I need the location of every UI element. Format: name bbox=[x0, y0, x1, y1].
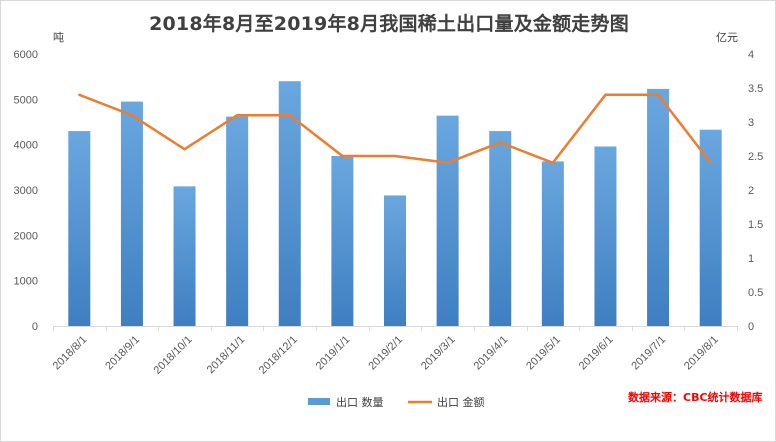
bar bbox=[594, 146, 617, 326]
x-axis-tick-label: 2019/3/1 bbox=[419, 334, 458, 373]
y-axis-tick-label: 2000 bbox=[14, 230, 38, 242]
y2-axis-tick-label: 3 bbox=[748, 117, 754, 129]
source-note: 数据来源：CBC统计数据库 bbox=[628, 391, 763, 404]
y-axis-tick-label: 4000 bbox=[14, 140, 38, 152]
line-point bbox=[499, 141, 502, 144]
bar bbox=[120, 101, 143, 326]
x-axis-tick-label: 2018/11/1 bbox=[205, 334, 248, 377]
x-axis-tick-label: 2019/2/1 bbox=[366, 334, 405, 373]
bar bbox=[436, 115, 459, 326]
x-axis-tick-label: 2019/5/1 bbox=[524, 334, 563, 373]
x-axis-tick-label: 2019/8/1 bbox=[682, 334, 721, 373]
line-point bbox=[656, 93, 660, 97]
y2-axis-tick-label: 2 bbox=[748, 185, 754, 197]
y-axis-tick-label: 6000 bbox=[14, 49, 38, 61]
y2-axis-tick-label: 3.5 bbox=[748, 83, 763, 95]
line-point bbox=[235, 114, 239, 117]
x-axis-tick-label: 2018/9/1 bbox=[103, 334, 142, 373]
legend-swatch-quantity bbox=[308, 398, 330, 405]
bar bbox=[647, 88, 670, 326]
bar bbox=[68, 131, 91, 326]
bar bbox=[278, 81, 301, 326]
y-axis-tick-label: 0 bbox=[32, 321, 38, 333]
bar bbox=[699, 129, 722, 326]
y-axis-tick-label: 5000 bbox=[14, 94, 38, 106]
y2-axis-tick-label: 4 bbox=[748, 49, 754, 61]
line-point bbox=[709, 161, 712, 164]
y2-axis-tick-label: 0 bbox=[748, 321, 754, 333]
y-axis-tick-label: 3000 bbox=[14, 185, 38, 197]
bar bbox=[331, 156, 354, 326]
line-point bbox=[288, 114, 291, 117]
x-axis-tick-label: 2019/7/1 bbox=[629, 334, 668, 373]
legend-label-amount: 出口 金额 bbox=[437, 395, 485, 409]
left-axis-unit: 吨 bbox=[53, 31, 64, 44]
legend-label-quantity: 出口 数量 bbox=[336, 395, 384, 409]
bar bbox=[541, 161, 564, 326]
line-point bbox=[78, 93, 81, 97]
y-axis-tick-label: 1000 bbox=[14, 276, 38, 288]
bar bbox=[489, 131, 512, 326]
line-point bbox=[446, 161, 449, 164]
line-point bbox=[130, 114, 134, 117]
bar bbox=[384, 195, 406, 326]
x-axis-tick-label: 2019/1/1 bbox=[314, 334, 353, 373]
line-point bbox=[604, 93, 607, 97]
line-point bbox=[393, 154, 397, 158]
y2-axis-tick-label: 2.5 bbox=[748, 151, 763, 163]
bar bbox=[173, 186, 196, 326]
line-point bbox=[551, 161, 555, 164]
x-axis-tick-label: 2019/6/1 bbox=[577, 334, 616, 373]
x-axis-tick-label: 2018/10/1 bbox=[152, 334, 195, 377]
x-axis-tick-label: 2018/8/1 bbox=[51, 334, 90, 373]
bar bbox=[226, 116, 249, 326]
right-axis-unit: 亿元 bbox=[716, 31, 738, 44]
line-point bbox=[183, 148, 186, 151]
x-axis-tick-label: 2018/12/1 bbox=[257, 334, 300, 377]
line-point bbox=[341, 154, 344, 158]
y2-axis-tick-label: 1 bbox=[748, 253, 754, 265]
y2-axis-tick-label: 0.5 bbox=[748, 287, 763, 299]
x-axis-tick-label: 2019/4/1 bbox=[472, 334, 511, 373]
y2-axis-tick-label: 1.5 bbox=[748, 219, 763, 231]
chart-title: 2018年8月至2019年8月我国稀土出口量及金额走势图 bbox=[149, 13, 629, 35]
